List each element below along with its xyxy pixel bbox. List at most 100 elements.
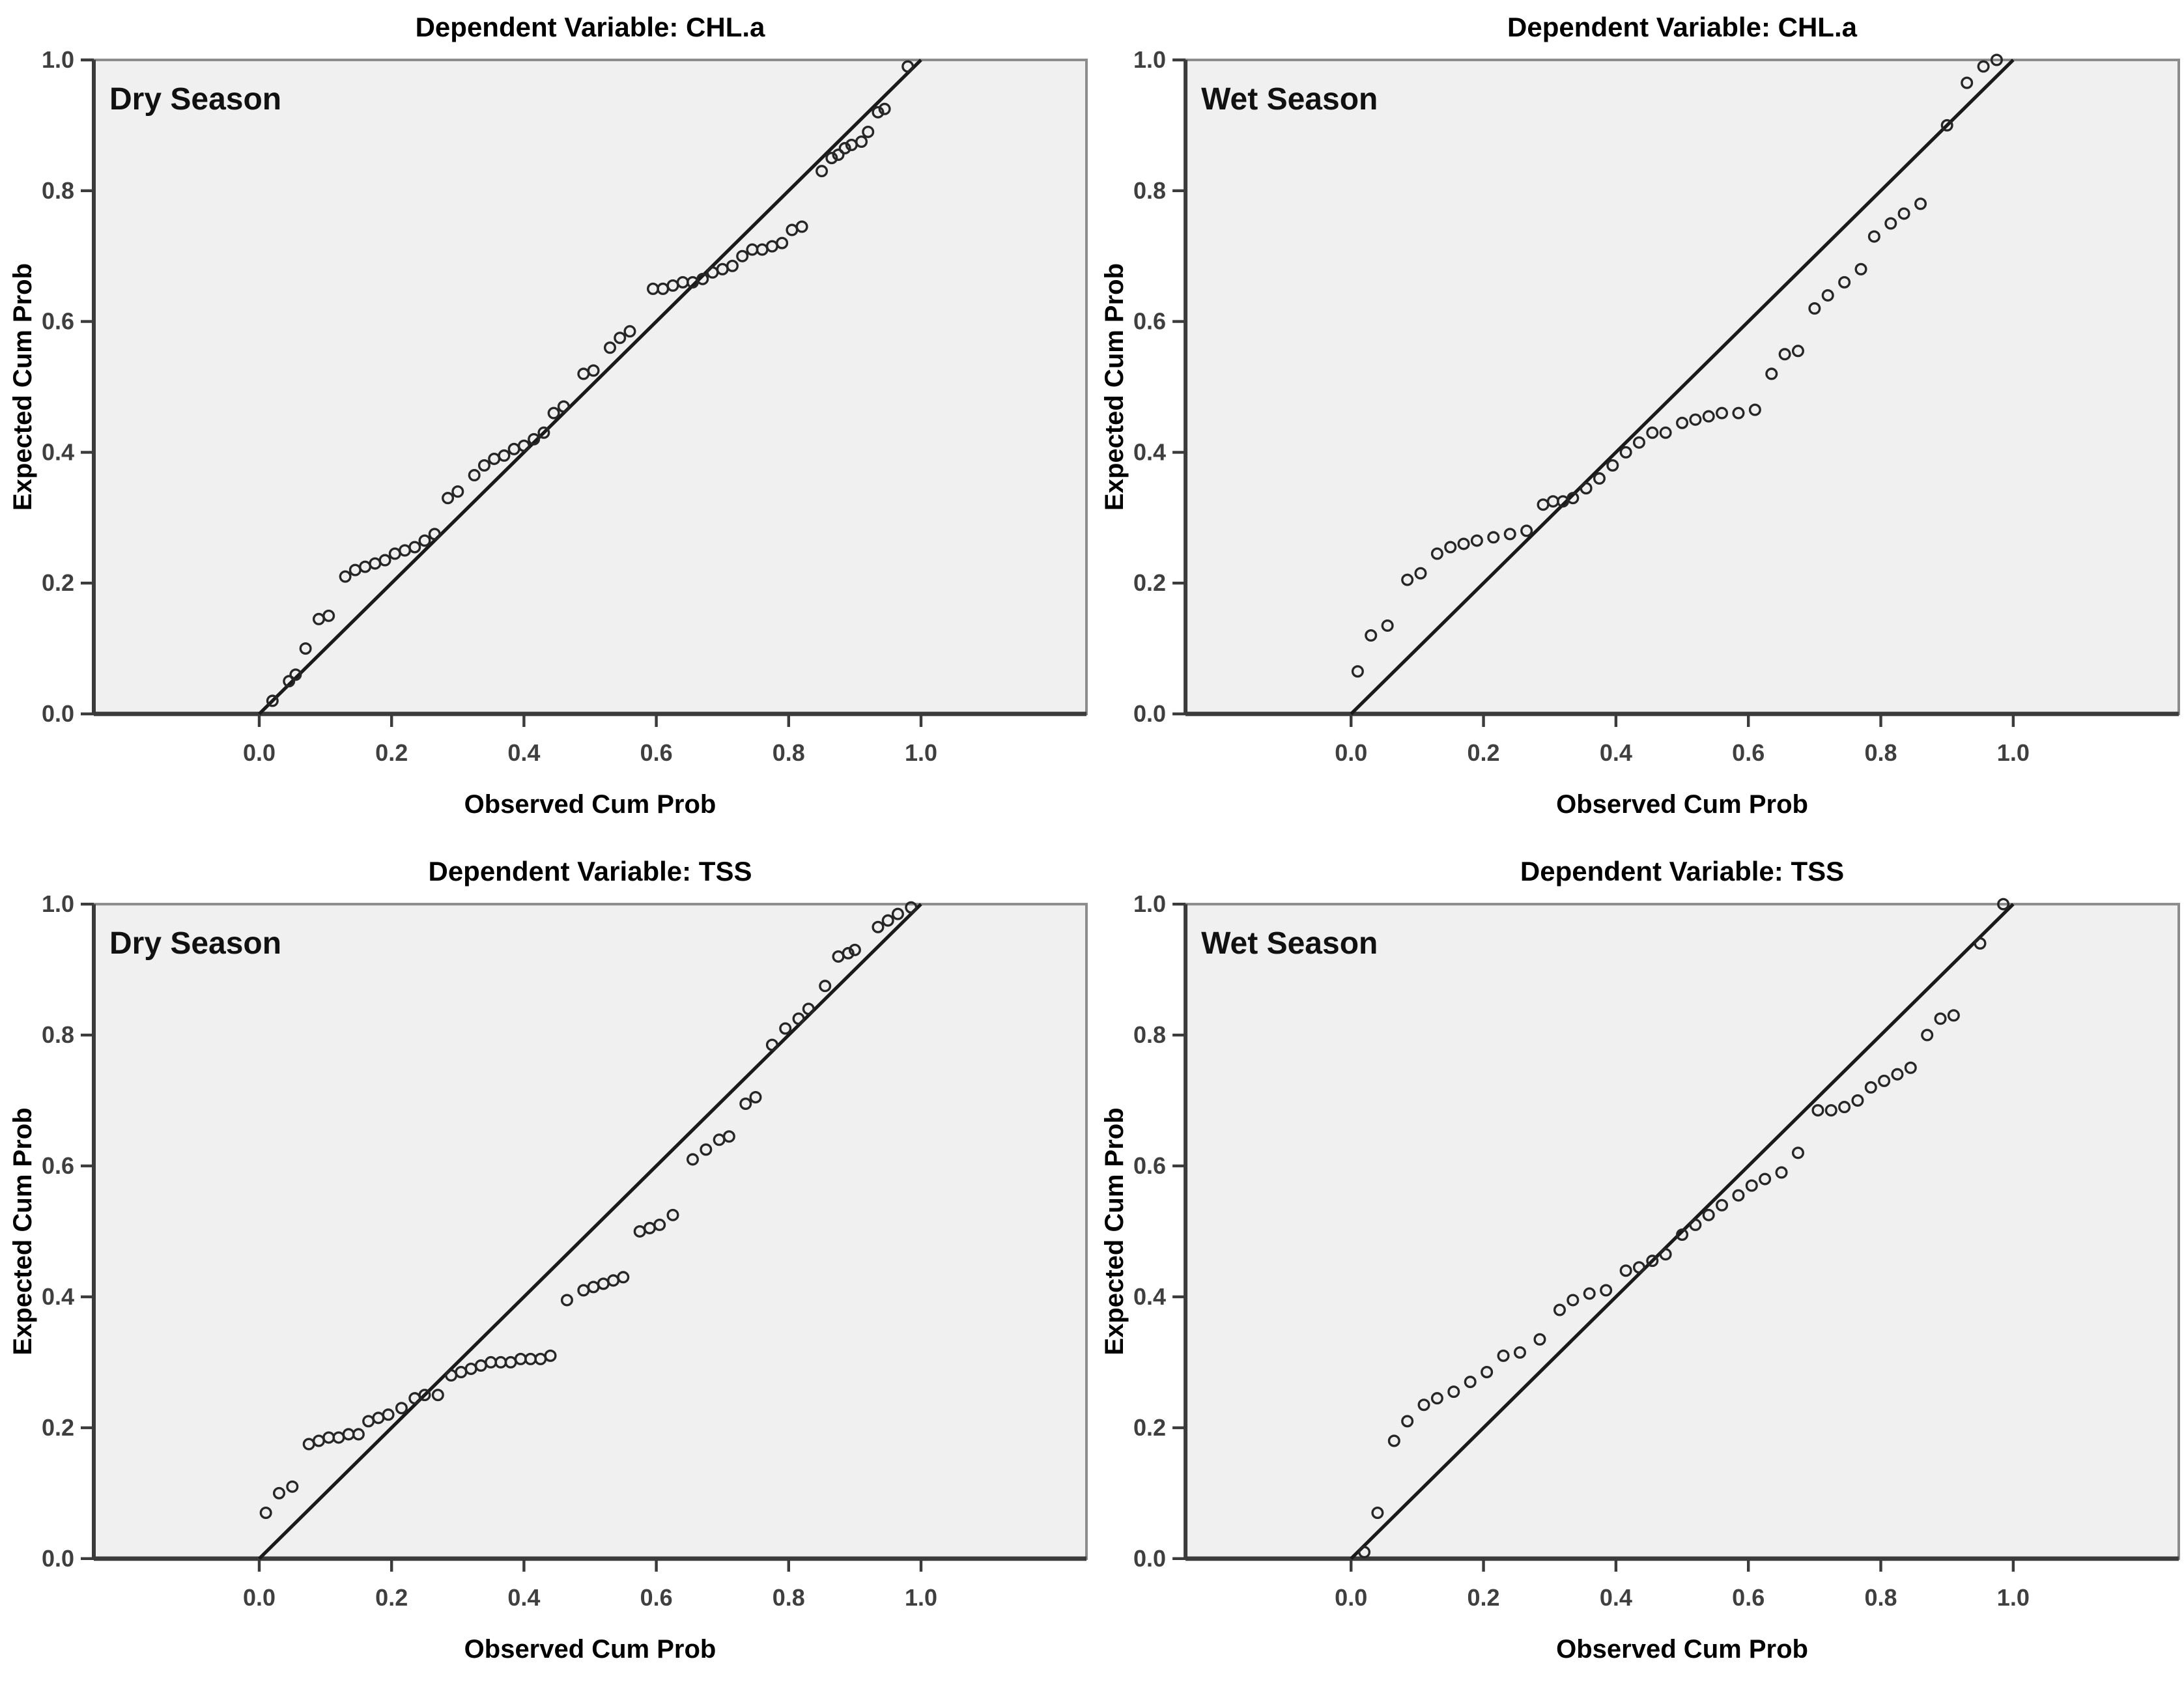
data-point — [855, 135, 868, 148]
x-tick-label: 0.8 — [1864, 1584, 1897, 1611]
data-point — [431, 1389, 444, 1402]
data-point — [1716, 1199, 1729, 1212]
pp-plot-chla-wet-svg: 0.0 0.2 0.4 0.6 0.8 1.0 0.0 0.2 0.4 0.6 0.8 1.0 Depe… — [1100, 12, 2180, 819]
data-point — [1430, 547, 1443, 560]
data-point — [547, 406, 560, 419]
data-point — [1867, 230, 1880, 243]
data-point — [838, 142, 851, 155]
x-tick-label: 0.0 — [243, 1584, 276, 1611]
x-tick-label: 0.8 — [773, 739, 805, 766]
data-point — [283, 675, 296, 688]
data-point — [1811, 1104, 1824, 1117]
pp-plot-chla-dry: 0.0 0.2 0.4 0.6 0.8 1.0 0.0 0.2 0.4 0.6 0.8 1.0 Depe… — [0, 0, 1092, 844]
data-point — [1851, 1094, 1864, 1107]
data-point — [428, 528, 441, 541]
data-point — [1689, 413, 1702, 426]
data-point — [339, 570, 352, 583]
data-point — [1619, 1264, 1632, 1277]
data-point — [418, 534, 431, 547]
y-tick-label: 0.8 — [1133, 1021, 1166, 1048]
data-point — [1533, 1333, 1546, 1346]
data-point — [1553, 1303, 1566, 1316]
season-label: Wet Season — [1201, 82, 1378, 117]
data-point — [1447, 1385, 1460, 1398]
data-point — [1947, 1009, 1960, 1022]
data-point — [653, 1218, 666, 1231]
y-tick-label: 0.6 — [42, 1152, 74, 1179]
y-tick-label: 0.4 — [42, 1283, 74, 1310]
data-point — [686, 1153, 699, 1166]
data-point — [352, 1428, 365, 1441]
data-point — [1791, 1146, 1804, 1159]
x-tick-label: 1.0 — [905, 739, 937, 766]
x-tick-label: 1.0 — [905, 1584, 937, 1611]
data-point — [739, 1098, 752, 1111]
x-tick-label: 1.0 — [1997, 739, 2030, 766]
chart-title: Dependent Variable: TSS — [429, 856, 752, 887]
data-point — [1387, 1434, 1400, 1447]
data-point — [1745, 1179, 1758, 1192]
reference-line — [1350, 903, 2015, 1560]
data-point — [1940, 119, 1953, 132]
data-point — [1646, 426, 1659, 439]
data-point — [560, 1294, 573, 1307]
data-point — [825, 152, 838, 165]
data-point — [1417, 1398, 1430, 1412]
x-tick-label: 0.8 — [1864, 739, 1897, 766]
x-tick-label: 0.6 — [640, 1584, 673, 1611]
y-tick-label: 0.8 — [42, 177, 74, 204]
data-point — [418, 1389, 431, 1402]
data-point — [1878, 1074, 1891, 1087]
data-point — [477, 459, 490, 472]
data-point — [1732, 406, 1745, 419]
x-tick-label: 0.4 — [507, 1584, 540, 1611]
data-point — [1821, 289, 1834, 302]
y-tick-label: 0.4 — [1133, 1283, 1166, 1310]
x-tick-label: 0.6 — [640, 739, 673, 766]
data-point — [891, 907, 904, 920]
data-point — [1884, 217, 1897, 230]
data-point — [792, 1012, 805, 1025]
x-tick-label: 0.6 — [1732, 739, 1765, 766]
x-tick-label: 0.0 — [243, 739, 276, 766]
x-tick-label: 0.4 — [507, 739, 540, 766]
y-tick-label: 0.0 — [42, 700, 74, 727]
data-point — [1748, 403, 1761, 416]
data-point — [1358, 1546, 1371, 1559]
data-point — [544, 1349, 557, 1362]
season-label: Dry Season — [109, 82, 281, 117]
data-point — [722, 1130, 735, 1143]
data-point — [1464, 1376, 1477, 1389]
data-point — [881, 914, 894, 927]
data-point — [537, 426, 550, 439]
data-point — [1646, 1255, 1659, 1268]
data-point — [1732, 1189, 1745, 1202]
pp-plot-chla-dry-svg: 0.0 0.2 0.4 0.6 0.8 1.0 0.0 0.2 0.4 0.6 0.8 1.0 Depe… — [8, 12, 1088, 819]
pp-plot-tss-dry-svg: 0.0 0.2 0.4 0.6 0.8 1.0 0.0 0.2 0.4 0.6 0.8 1.0 Depe… — [8, 856, 1088, 1664]
data-point — [1567, 492, 1580, 505]
data-point — [1961, 76, 1974, 89]
data-point — [1632, 1261, 1645, 1274]
data-point — [603, 341, 616, 354]
data-point — [1401, 573, 1414, 586]
data-point — [286, 1480, 299, 1493]
y-axis-label: Expected Cum Prob — [8, 1107, 37, 1355]
y-tick-label: 0.6 — [42, 308, 74, 335]
data-point — [1977, 60, 1990, 73]
pp-plot-tss-wet-svg: 0.0 0.2 0.4 0.6 0.8 1.0 0.0 0.2 0.4 0.6 0.8 1.0 Depe… — [1100, 856, 2180, 1664]
pp-plot-tss-wet: 0.0 0.2 0.4 0.6 0.8 1.0 0.0 0.2 0.4 0.6 0.8 1.0 Depe… — [1092, 844, 2184, 1689]
y-tick-label: 0.6 — [1133, 1152, 1166, 1179]
data-point — [1520, 524, 1533, 537]
data-point — [1583, 1287, 1596, 1300]
data-point — [1702, 1208, 1715, 1221]
data-point — [1921, 1029, 1934, 1042]
x-tick-label: 1.0 — [1997, 1584, 2030, 1611]
y-axis-label: Expected Cum Prob — [1100, 263, 1129, 511]
y-tick-label: 0.0 — [42, 1545, 74, 1572]
data-point — [1904, 1061, 1917, 1074]
reference-line — [258, 59, 922, 715]
y-tick-label: 1.0 — [42, 890, 74, 917]
data-point — [1497, 1349, 1510, 1362]
y-tick-label: 0.8 — [1133, 177, 1166, 204]
